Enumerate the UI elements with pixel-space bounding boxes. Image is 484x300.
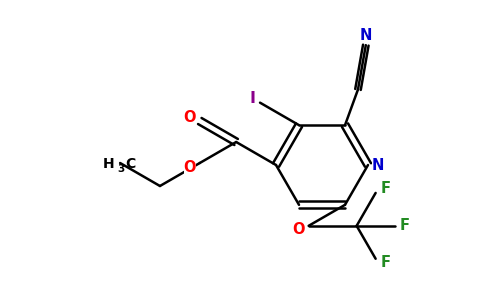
Text: O: O [292,222,305,237]
Text: N: N [372,158,384,172]
Text: F: F [380,255,391,270]
Text: F: F [380,182,391,196]
Text: F: F [400,218,409,233]
Text: O: O [183,160,196,175]
Text: O: O [183,110,196,124]
Text: I: I [249,91,255,106]
Text: 3: 3 [118,164,125,174]
Text: H: H [103,157,114,171]
Text: N: N [360,28,372,43]
Text: C: C [125,157,136,171]
